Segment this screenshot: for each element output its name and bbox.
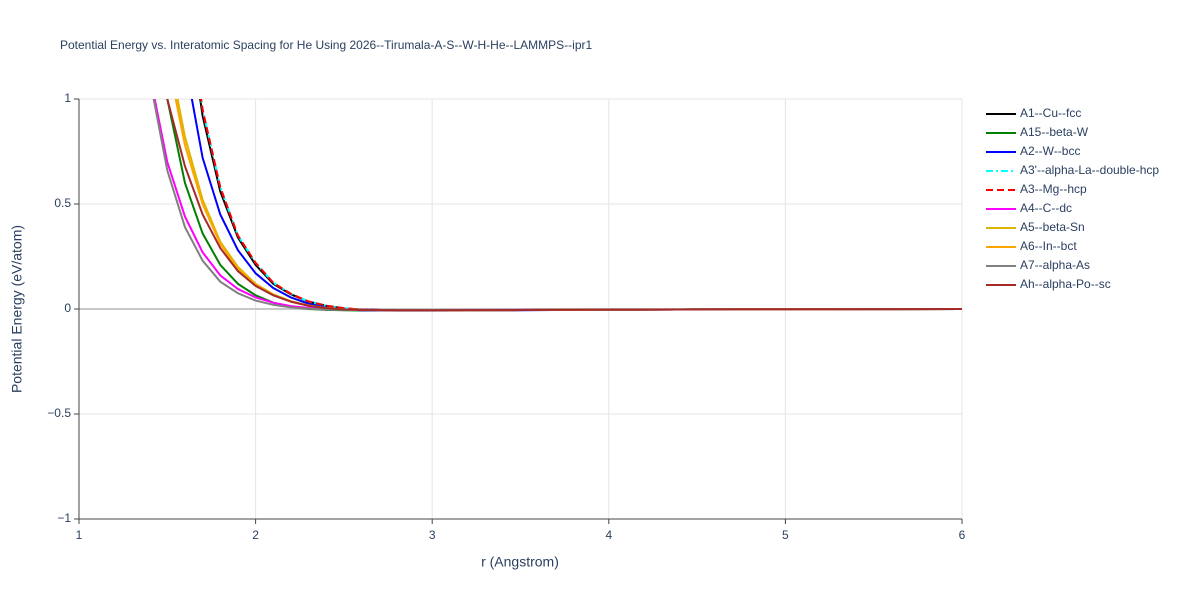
legend-label: Ah--alpha-Po--sc	[1020, 277, 1111, 291]
chart-title: Potential Energy vs. Interatomic Spacing…	[60, 38, 592, 52]
legend-label: A1--Cu--fcc	[1020, 106, 1081, 120]
plot-area	[152, 99, 962, 312]
x-tick-label: 6	[959, 528, 966, 542]
legend-label: A6--In--bct	[1020, 239, 1077, 253]
series-line	[153, 99, 962, 312]
legend-label: A3--Mg--hcp	[1020, 182, 1087, 196]
y-tick-label: 1	[64, 91, 71, 105]
legend-label: A3'--alpha-La--double-hcp	[1020, 163, 1159, 177]
y-tick-label: −1	[57, 511, 71, 525]
x-axis-title: r (Angstrom)	[481, 554, 559, 570]
x-tick-label: 4	[605, 528, 612, 542]
legend-label: A5--beta-Sn	[1020, 220, 1085, 234]
y-axis-title: Potential Energy (eV/atom)	[9, 225, 25, 393]
x-tick-label: 2	[252, 528, 259, 542]
y-tick-label: −0.5	[47, 406, 71, 420]
x-tick-label: 5	[782, 528, 789, 542]
grid: 1 2 3 4 5 6 −1 −0.5 0 0.5 1	[47, 91, 965, 542]
legend-label: A15--beta-W	[1020, 125, 1089, 139]
x-tick-label: 3	[429, 528, 436, 542]
y-tick-label: 0	[64, 301, 71, 315]
x-tick-label: 1	[76, 528, 83, 542]
y-tick-label: 0.5	[54, 196, 71, 210]
legend-label: A2--W--bcc	[1020, 144, 1080, 158]
legend-label: A4--C--dc	[1020, 201, 1072, 215]
legend-label: A7--alpha-As	[1020, 258, 1090, 272]
series-line	[152, 99, 962, 312]
series-line	[166, 99, 962, 312]
legend: A1--Cu--fcc A15--beta-W A2--W--bcc A3'--alp…	[986, 106, 1159, 291]
